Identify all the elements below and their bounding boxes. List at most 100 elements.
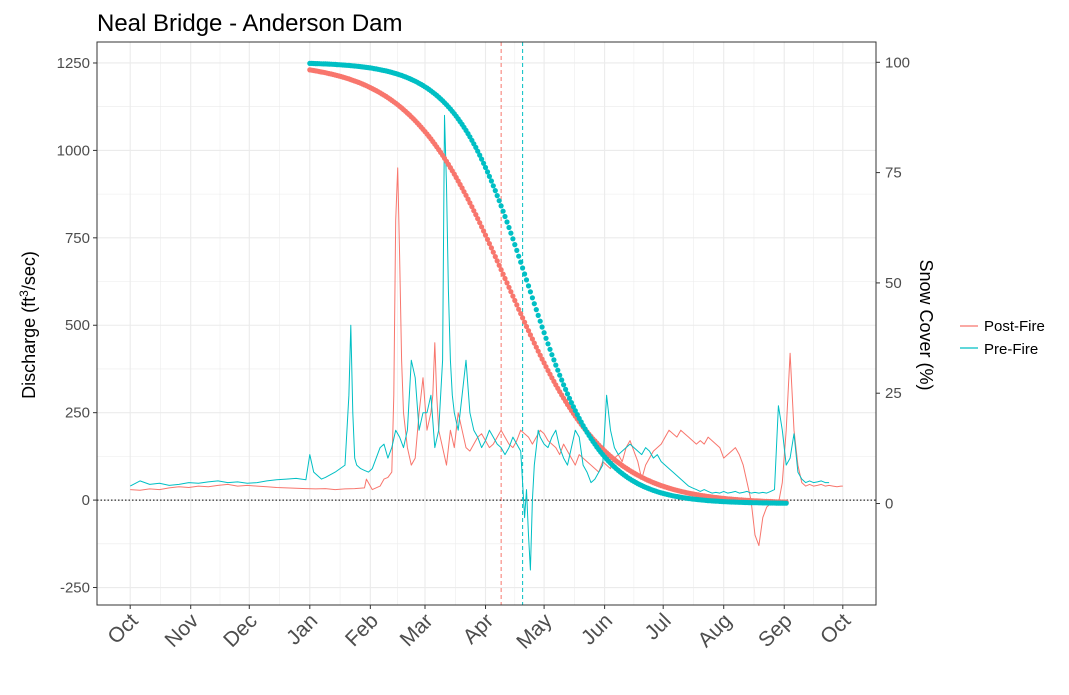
snow-cover-point bbox=[494, 258, 500, 264]
snow-cover-point bbox=[484, 236, 491, 242]
snow-cover-point bbox=[492, 188, 498, 194]
snow-cover-point bbox=[529, 336, 536, 342]
snow-cover-point bbox=[514, 247, 520, 253]
snow-cover-point bbox=[535, 348, 541, 354]
snow-cover-point bbox=[506, 284, 512, 290]
snow-cover-point bbox=[537, 352, 543, 358]
snow-cover-point bbox=[484, 169, 491, 175]
snow-cover-point bbox=[486, 241, 492, 247]
x-axis: Oct Nov Dec Jan Feb Mar Apr May Jun Jul Aug Sep Oct bbox=[103, 605, 855, 654]
snow-cover-point bbox=[490, 249, 496, 255]
legend-label-pre-fire: Pre-Fire bbox=[984, 341, 1038, 358]
x-tick-label: Dec bbox=[219, 609, 262, 652]
snow-cover-point bbox=[525, 283, 532, 289]
snow-cover-point bbox=[486, 173, 492, 179]
snow-cover-point bbox=[479, 156, 485, 162]
snow-cover-point bbox=[523, 277, 530, 283]
snow-cover-point bbox=[525, 328, 532, 334]
snow-cover-point bbox=[535, 312, 541, 318]
snow-cover-point bbox=[555, 367, 561, 373]
snow-cover-point bbox=[570, 404, 577, 410]
snow-cover-point bbox=[473, 212, 479, 218]
y-axis-left-label-sup: 3 bbox=[17, 290, 31, 297]
snow-cover-point bbox=[481, 228, 487, 234]
reference-lines bbox=[500, 42, 524, 605]
discharge-line-post-fire bbox=[130, 167, 843, 547]
snow-cover-point bbox=[502, 275, 508, 282]
x-tick-label: Aug bbox=[694, 609, 737, 652]
series bbox=[129, 114, 843, 571]
y-left-tick-label: 750 bbox=[65, 230, 90, 247]
snow-cover-point bbox=[527, 289, 534, 295]
snow-cover-point bbox=[490, 183, 496, 189]
snow-cover-point bbox=[783, 500, 789, 506]
snow-cover-point bbox=[496, 198, 502, 204]
x-tick-label: Oct bbox=[103, 609, 142, 648]
snow-cover-point bbox=[563, 386, 569, 392]
y-left-tick-label: 0 bbox=[82, 492, 90, 509]
y-left-tick-label: 1000 bbox=[57, 142, 90, 159]
snow-cover-point bbox=[539, 324, 545, 330]
snow-cover-point bbox=[512, 297, 518, 304]
snow-cover-point bbox=[561, 382, 567, 388]
snow-cover-point bbox=[520, 315, 526, 321]
y-left-tick-label: 1250 bbox=[57, 55, 90, 72]
snow-cover-point bbox=[568, 400, 575, 406]
snow-cover-point bbox=[572, 408, 578, 414]
y-axis-right: 0 25 50 75 100 bbox=[876, 54, 910, 513]
y-right-tick-label: 100 bbox=[885, 54, 910, 71]
snow-cover-point bbox=[504, 219, 510, 225]
snow-cover-point bbox=[477, 152, 483, 158]
snow-cover-point bbox=[510, 293, 516, 299]
x-tick-label: Sep bbox=[754, 609, 797, 652]
x-tick-label: May bbox=[512, 609, 557, 654]
x-tick-label: Oct bbox=[816, 609, 855, 648]
snow-cover-point bbox=[482, 164, 489, 171]
snow-cover-point bbox=[471, 208, 477, 214]
snow-cover-point bbox=[514, 302, 520, 308]
snow-cover-point bbox=[523, 323, 530, 330]
snow-cover-point bbox=[498, 203, 504, 209]
snow-cover-point bbox=[518, 259, 524, 265]
snow-cover-point bbox=[508, 230, 514, 236]
snow-cover-point bbox=[551, 357, 557, 363]
snow-cover-series bbox=[307, 60, 789, 506]
snow-cover-point bbox=[488, 178, 494, 184]
x-tick-label: Feb bbox=[341, 609, 383, 651]
snow-cover-point bbox=[496, 262, 502, 268]
snow-cover-point bbox=[533, 344, 539, 350]
chart-title: Neal Bridge - Anderson Dam bbox=[97, 10, 402, 37]
snow-cover-point bbox=[531, 340, 537, 346]
snow-cover-point bbox=[481, 160, 487, 166]
snow-cover-point bbox=[475, 148, 481, 154]
y-right-tick-label: 25 bbox=[885, 385, 902, 402]
y-left-tick-label: 250 bbox=[65, 405, 90, 422]
snow-cover-point bbox=[549, 352, 555, 358]
snow-cover-point bbox=[479, 224, 485, 230]
snow-cover-point bbox=[482, 232, 489, 238]
snow-cover-point bbox=[492, 254, 498, 260]
y-right-tick-label: 0 bbox=[885, 496, 893, 513]
snow-cover-point bbox=[504, 280, 510, 286]
snow-cover-point bbox=[502, 213, 508, 220]
x-tick-label: Mar bbox=[396, 609, 438, 651]
snow-cover-point bbox=[557, 372, 563, 378]
x-tick-label: Apr bbox=[459, 609, 498, 648]
snow-cover-point bbox=[475, 216, 481, 222]
y-right-tick-label: 75 bbox=[885, 165, 902, 182]
snow-cover-point bbox=[516, 306, 522, 312]
legend: Post-Fire Pre-Fire bbox=[960, 318, 1045, 358]
snow-cover-point bbox=[469, 204, 475, 210]
snow-cover-point bbox=[520, 265, 526, 271]
snow-cover-point bbox=[564, 391, 571, 397]
y-left-tick-label: -250 bbox=[60, 580, 90, 597]
snow-cover-point bbox=[522, 319, 528, 325]
grid bbox=[97, 42, 876, 605]
snow-cover-point bbox=[512, 242, 518, 248]
snow-cover-point bbox=[500, 271, 506, 277]
snow-cover-point bbox=[545, 341, 551, 347]
snow-cover-point bbox=[527, 332, 534, 338]
y-axis-left-label-prefix: Discharge (ft bbox=[19, 297, 39, 399]
snow-cover-point bbox=[533, 307, 539, 313]
